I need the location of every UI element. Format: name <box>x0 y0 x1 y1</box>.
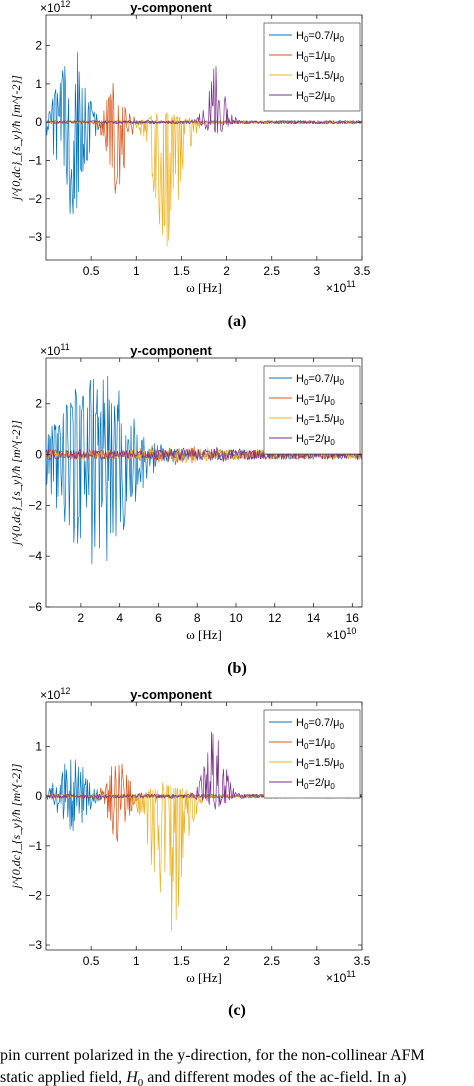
y-tick-label: 2 <box>35 397 42 411</box>
x-tick-label: 1 <box>133 954 140 968</box>
y-tick-label: −1 <box>28 839 42 853</box>
x-exponent: ×1011 <box>326 969 356 985</box>
chart-panel-3: −3 −2 −1 0 1 0.5 1 1.5 2 2.5 3 3.5 ×1012 ×1011 y-compo… <box>9 686 371 1019</box>
y-tick-label: 0 <box>35 448 42 462</box>
x-tick-label: 3.5 <box>354 954 371 968</box>
legend-label: H0=1/μ0 <box>296 393 335 407</box>
y-tick-label: 1 <box>35 740 42 754</box>
y-axis-label: j^{0,dc}_{s_y}/ħ [m^{-2}] <box>9 763 23 890</box>
legend: H0=0.7/μ0 H0=1/μ0 H0=1.5/μ0 H0=2/μ0 <box>263 709 361 799</box>
chart-title: y-component <box>130 343 212 358</box>
x-exponent: ×1011 <box>326 279 356 295</box>
figure-caption: pin current polarized in the y-direction… <box>0 1047 425 1086</box>
x-tick-label: 2.5 <box>263 264 280 278</box>
y-exponent: ×1012 <box>40 686 70 702</box>
legend-box <box>263 365 361 455</box>
x-tick-label: 3.5 <box>354 264 371 278</box>
legend-label: H0=1.5/μ0 <box>296 413 345 427</box>
x-tick-label: 8 <box>194 611 201 625</box>
panel-label: (b) <box>227 660 247 677</box>
legend-label: H0=1.5/μ0 <box>296 757 345 771</box>
x-tick-label: 1.5 <box>173 954 190 968</box>
y-tick-label: −1 <box>28 153 42 167</box>
y-exponent: ×1012 <box>40 0 70 15</box>
legend-label: H0=1/μ0 <box>296 50 335 64</box>
legend-label: H0=0.7/μ0 <box>296 373 345 387</box>
x-axis-label: ω [Hz] <box>186 970 222 985</box>
y-tick-label: 2 <box>35 39 42 53</box>
chart-panel-2: −6 −4 −2 0 2 2 4 6 8 10 12 14 16 ×1011 ×1010 y-componen… <box>9 342 363 677</box>
y-tick-label: −2 <box>28 192 42 206</box>
x-tick-label: 2 <box>223 264 230 278</box>
x-tick-label: 6 <box>155 611 162 625</box>
x-tick-label: 10 <box>229 611 243 625</box>
y-axis-label: j^{0,dc}_{s_y}/ħ [m^{-2}] <box>9 75 23 202</box>
y-tick-label: −2 <box>28 888 42 902</box>
y-tick-label: 0 <box>35 115 42 129</box>
x-axis-label: ω [Hz] <box>186 627 222 642</box>
series-line-3 <box>45 112 363 247</box>
x-tick-label: 2 <box>223 954 230 968</box>
legend-box <box>263 22 361 112</box>
x-axis-label: ω [Hz] <box>186 280 222 295</box>
x-tick-label: 14 <box>307 611 321 625</box>
plot-area <box>45 701 363 951</box>
legend-label: H0=2/μ0 <box>296 90 335 104</box>
legend-label: H0=2/μ0 <box>296 433 335 447</box>
x-tick-label: 2 <box>78 611 85 625</box>
legend-label: H0=0.7/μ0 <box>296 30 345 44</box>
x-tick-label: 2.5 <box>263 954 280 968</box>
legend-label: H0=0.7/μ0 <box>296 717 345 731</box>
chart-title: y-component <box>130 0 212 15</box>
chart-panel-1: −3 −2 −1 0 1 2 0.5 1 1.5 2 2.5 3 3.5 ×1012 ×1011 y-comp… <box>9 0 371 330</box>
panel-label: (c) <box>228 1002 246 1019</box>
x-tick-label: 12 <box>268 611 282 625</box>
caption-line-1: pin current polarized in the y-direction… <box>0 1047 425 1064</box>
y-axis-label: j^{0,dc}_{s_y}/ħ [m^{-2}] <box>9 420 23 547</box>
y-exponent: ×1011 <box>40 342 70 358</box>
x-tick-label: 4 <box>116 611 123 625</box>
x-tick-label: 3 <box>314 264 321 278</box>
x-tick-label: 16 <box>346 611 360 625</box>
x-tick-label: 0.5 <box>83 264 100 278</box>
series-line-4 <box>45 65 363 134</box>
legend-label: H0=1.5/μ0 <box>296 70 345 84</box>
x-tick-label: 3 <box>314 954 321 968</box>
y-tick-label: −6 <box>28 600 42 614</box>
y-tick-label: −3 <box>28 230 42 244</box>
y-tick-label: −3 <box>28 938 42 952</box>
legend-label: H0=1/μ0 <box>296 737 335 751</box>
panel-label: (a) <box>228 313 247 330</box>
legend-box <box>263 709 361 799</box>
y-tick-label: −2 <box>28 498 42 512</box>
x-tick-label: 1 <box>133 264 140 278</box>
caption-line-2: static applied field, H0 and different m… <box>0 1069 406 1086</box>
y-tick-label: −4 <box>28 549 42 563</box>
x-exponent: ×1010 <box>326 626 356 642</box>
legend: H0=0.7/μ0 H0=1/μ0 H0=1.5/μ0 H0=2/μ0 <box>263 22 361 112</box>
y-tick-label: 0 <box>35 789 42 803</box>
series-line-4 <box>45 447 363 462</box>
legend: H0=0.7/μ0 H0=1/μ0 H0=1.5/μ0 H0=2/μ0 <box>263 365 361 455</box>
series-line-3 <box>45 782 363 931</box>
x-tick-label: 1.5 <box>173 264 190 278</box>
chart-title: y-component <box>130 687 212 702</box>
x-tick-label: 0.5 <box>83 954 100 968</box>
legend-label: H0=2/μ0 <box>296 777 335 791</box>
y-tick-label: 1 <box>35 77 42 91</box>
plot-area <box>45 357 363 608</box>
plot-area <box>45 14 363 261</box>
